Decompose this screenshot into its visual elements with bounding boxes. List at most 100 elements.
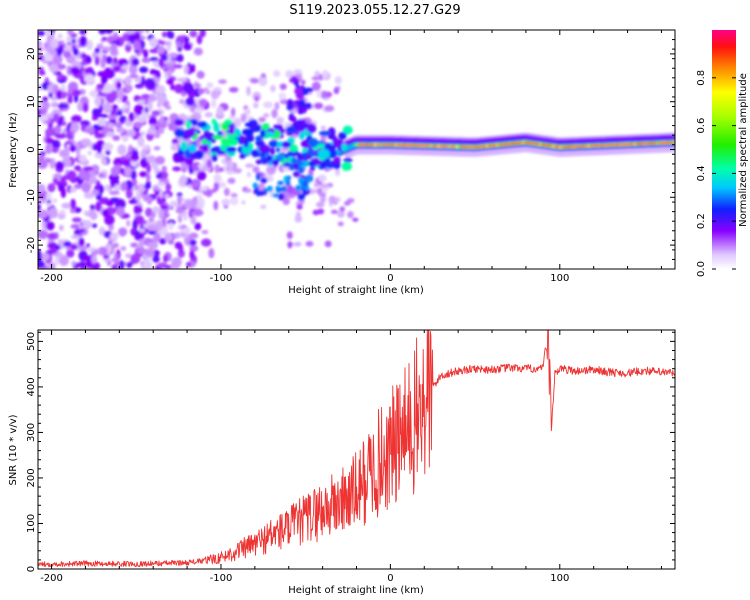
colorbar-tick-label: 0.6 [696, 118, 707, 134]
heatmap-cell [143, 183, 152, 189]
heatmap-cell [211, 188, 217, 193]
heatmap-cell [252, 182, 259, 189]
heatmap-cell [263, 101, 273, 109]
heatmap-cell [193, 108, 203, 114]
heatmap-cell [94, 56, 100, 66]
heatmap-cell [78, 237, 85, 248]
heatmap-cell [177, 214, 183, 224]
heatmap-cell [212, 134, 224, 140]
x-tick-label: 100 [550, 573, 569, 584]
heatmap-cell [277, 193, 285, 201]
heatmap-cell [109, 232, 119, 240]
heatmap-cell [130, 242, 139, 248]
heatmap-cell [77, 101, 84, 112]
heatmap-cell [196, 70, 205, 79]
heatmap-cell [286, 98, 294, 108]
heatmap-cell [196, 203, 205, 209]
heatmap-cell [146, 82, 157, 88]
heatmap-cell [108, 173, 120, 182]
heatmap-cell [210, 90, 220, 100]
heatmap-cell [92, 108, 101, 117]
heatmap-cell [97, 118, 107, 126]
heatmap-cell [306, 123, 317, 134]
heatmap-cell [174, 118, 185, 126]
heatmap-cell [38, 202, 41, 212]
heatmap-cell [205, 89, 211, 95]
heatmap-cell [116, 206, 126, 217]
heatmap-cell [90, 164, 100, 173]
heatmap-cell [95, 201, 102, 212]
heatmap-cell [629, 143, 634, 146]
heatmap-cell [126, 261, 132, 269]
heatmap-cell [60, 40, 65, 46]
heatmap-cell [333, 87, 340, 95]
heatmap-cell [56, 47, 63, 57]
heatmap-cell [122, 64, 129, 71]
heatmap-cell [277, 153, 284, 160]
heatmap-cell [50, 38, 59, 49]
heatmap-cell [112, 135, 121, 141]
heatmap-cell [137, 116, 146, 123]
heatmap-cell [258, 117, 266, 123]
heatmap-cell [322, 69, 329, 79]
heatmap-cell [83, 172, 90, 182]
heatmap-cell [82, 166, 94, 171]
heatmap-cell [137, 99, 146, 105]
heatmap-cell [82, 255, 93, 261]
heatmap-cell [146, 155, 157, 164]
heatmap-cell [169, 200, 178, 208]
heatmap-cell [38, 229, 49, 240]
heatmap-cell [311, 81, 321, 92]
heatmap-cell [266, 185, 273, 193]
heatmap-cell [92, 249, 99, 255]
heatmap-cell [295, 185, 301, 192]
heatmap-cell [283, 161, 291, 167]
heatmap-cell [316, 89, 322, 98]
heatmap-cell [52, 113, 60, 123]
y-tick-label: 300 [26, 423, 37, 442]
heatmap-cell [58, 149, 70, 158]
heatmap-cell [287, 184, 293, 193]
heatmap-cell [320, 125, 326, 130]
heatmap-cell [337, 210, 345, 218]
heatmap-cell [241, 128, 254, 136]
y-tick-label: 200 [26, 468, 37, 487]
heatmap-cell [146, 128, 158, 135]
colorbar-tick-label: 0.4 [696, 165, 707, 181]
heatmap-cell [113, 56, 118, 65]
heatmap-cell [268, 140, 279, 148]
heatmap-cell [288, 147, 299, 152]
heatmap-cell [101, 36, 108, 42]
heatmap-cell [213, 174, 222, 184]
heatmap-cell [305, 240, 314, 247]
heatmap-cell [172, 166, 182, 172]
heatmap-cell [98, 172, 106, 179]
heatmap-cell [153, 146, 161, 151]
heatmap-cell [70, 234, 82, 239]
heatmap-cell [144, 194, 150, 200]
heatmap-cell [155, 220, 164, 231]
heatmap-cell [81, 138, 92, 147]
heatmap-cell [128, 199, 138, 205]
heatmap-cell [50, 95, 58, 102]
heatmap-cell [208, 247, 215, 259]
heatmap-cell [283, 175, 289, 183]
heatmap-cell [390, 143, 396, 146]
heatmap-cell [220, 137, 232, 147]
spectrogram-x-axis: -200 -100 0 100 [40, 30, 662, 284]
heatmap-cell [261, 157, 270, 164]
heatmap-cell [83, 192, 95, 199]
heatmap-cell [298, 166, 305, 174]
heatmap-cell [54, 124, 62, 134]
heatmap-cell [294, 214, 303, 223]
heatmap-cell [135, 231, 142, 240]
heatmap-cell [211, 154, 218, 162]
heatmap-cell [118, 227, 128, 237]
heatmap-cell [145, 263, 153, 269]
heatmap-cell [297, 101, 306, 107]
heatmap-cell [45, 30, 53, 37]
x-tick-label: -200 [40, 573, 63, 584]
heatmap-cell [147, 224, 158, 231]
heatmap-cell [216, 106, 224, 116]
heatmap-cell [339, 206, 346, 212]
